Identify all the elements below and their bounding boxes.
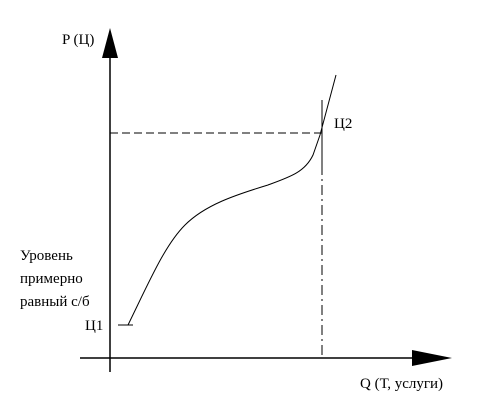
x-axis-arrow <box>412 350 452 366</box>
y-axis-label: P (Ц) <box>62 32 94 48</box>
note-line: примерно <box>20 271 83 287</box>
note-line: Уровень <box>20 248 73 264</box>
y-axis-arrow <box>102 28 118 58</box>
lower-point-label: Ц1 <box>85 318 103 334</box>
supply-curve <box>127 74 337 326</box>
x-axis-label: Q (Т, услуги) <box>360 376 443 392</box>
note-line: равный с/б <box>20 294 90 310</box>
upper-point-label: Ц2 <box>334 116 352 132</box>
